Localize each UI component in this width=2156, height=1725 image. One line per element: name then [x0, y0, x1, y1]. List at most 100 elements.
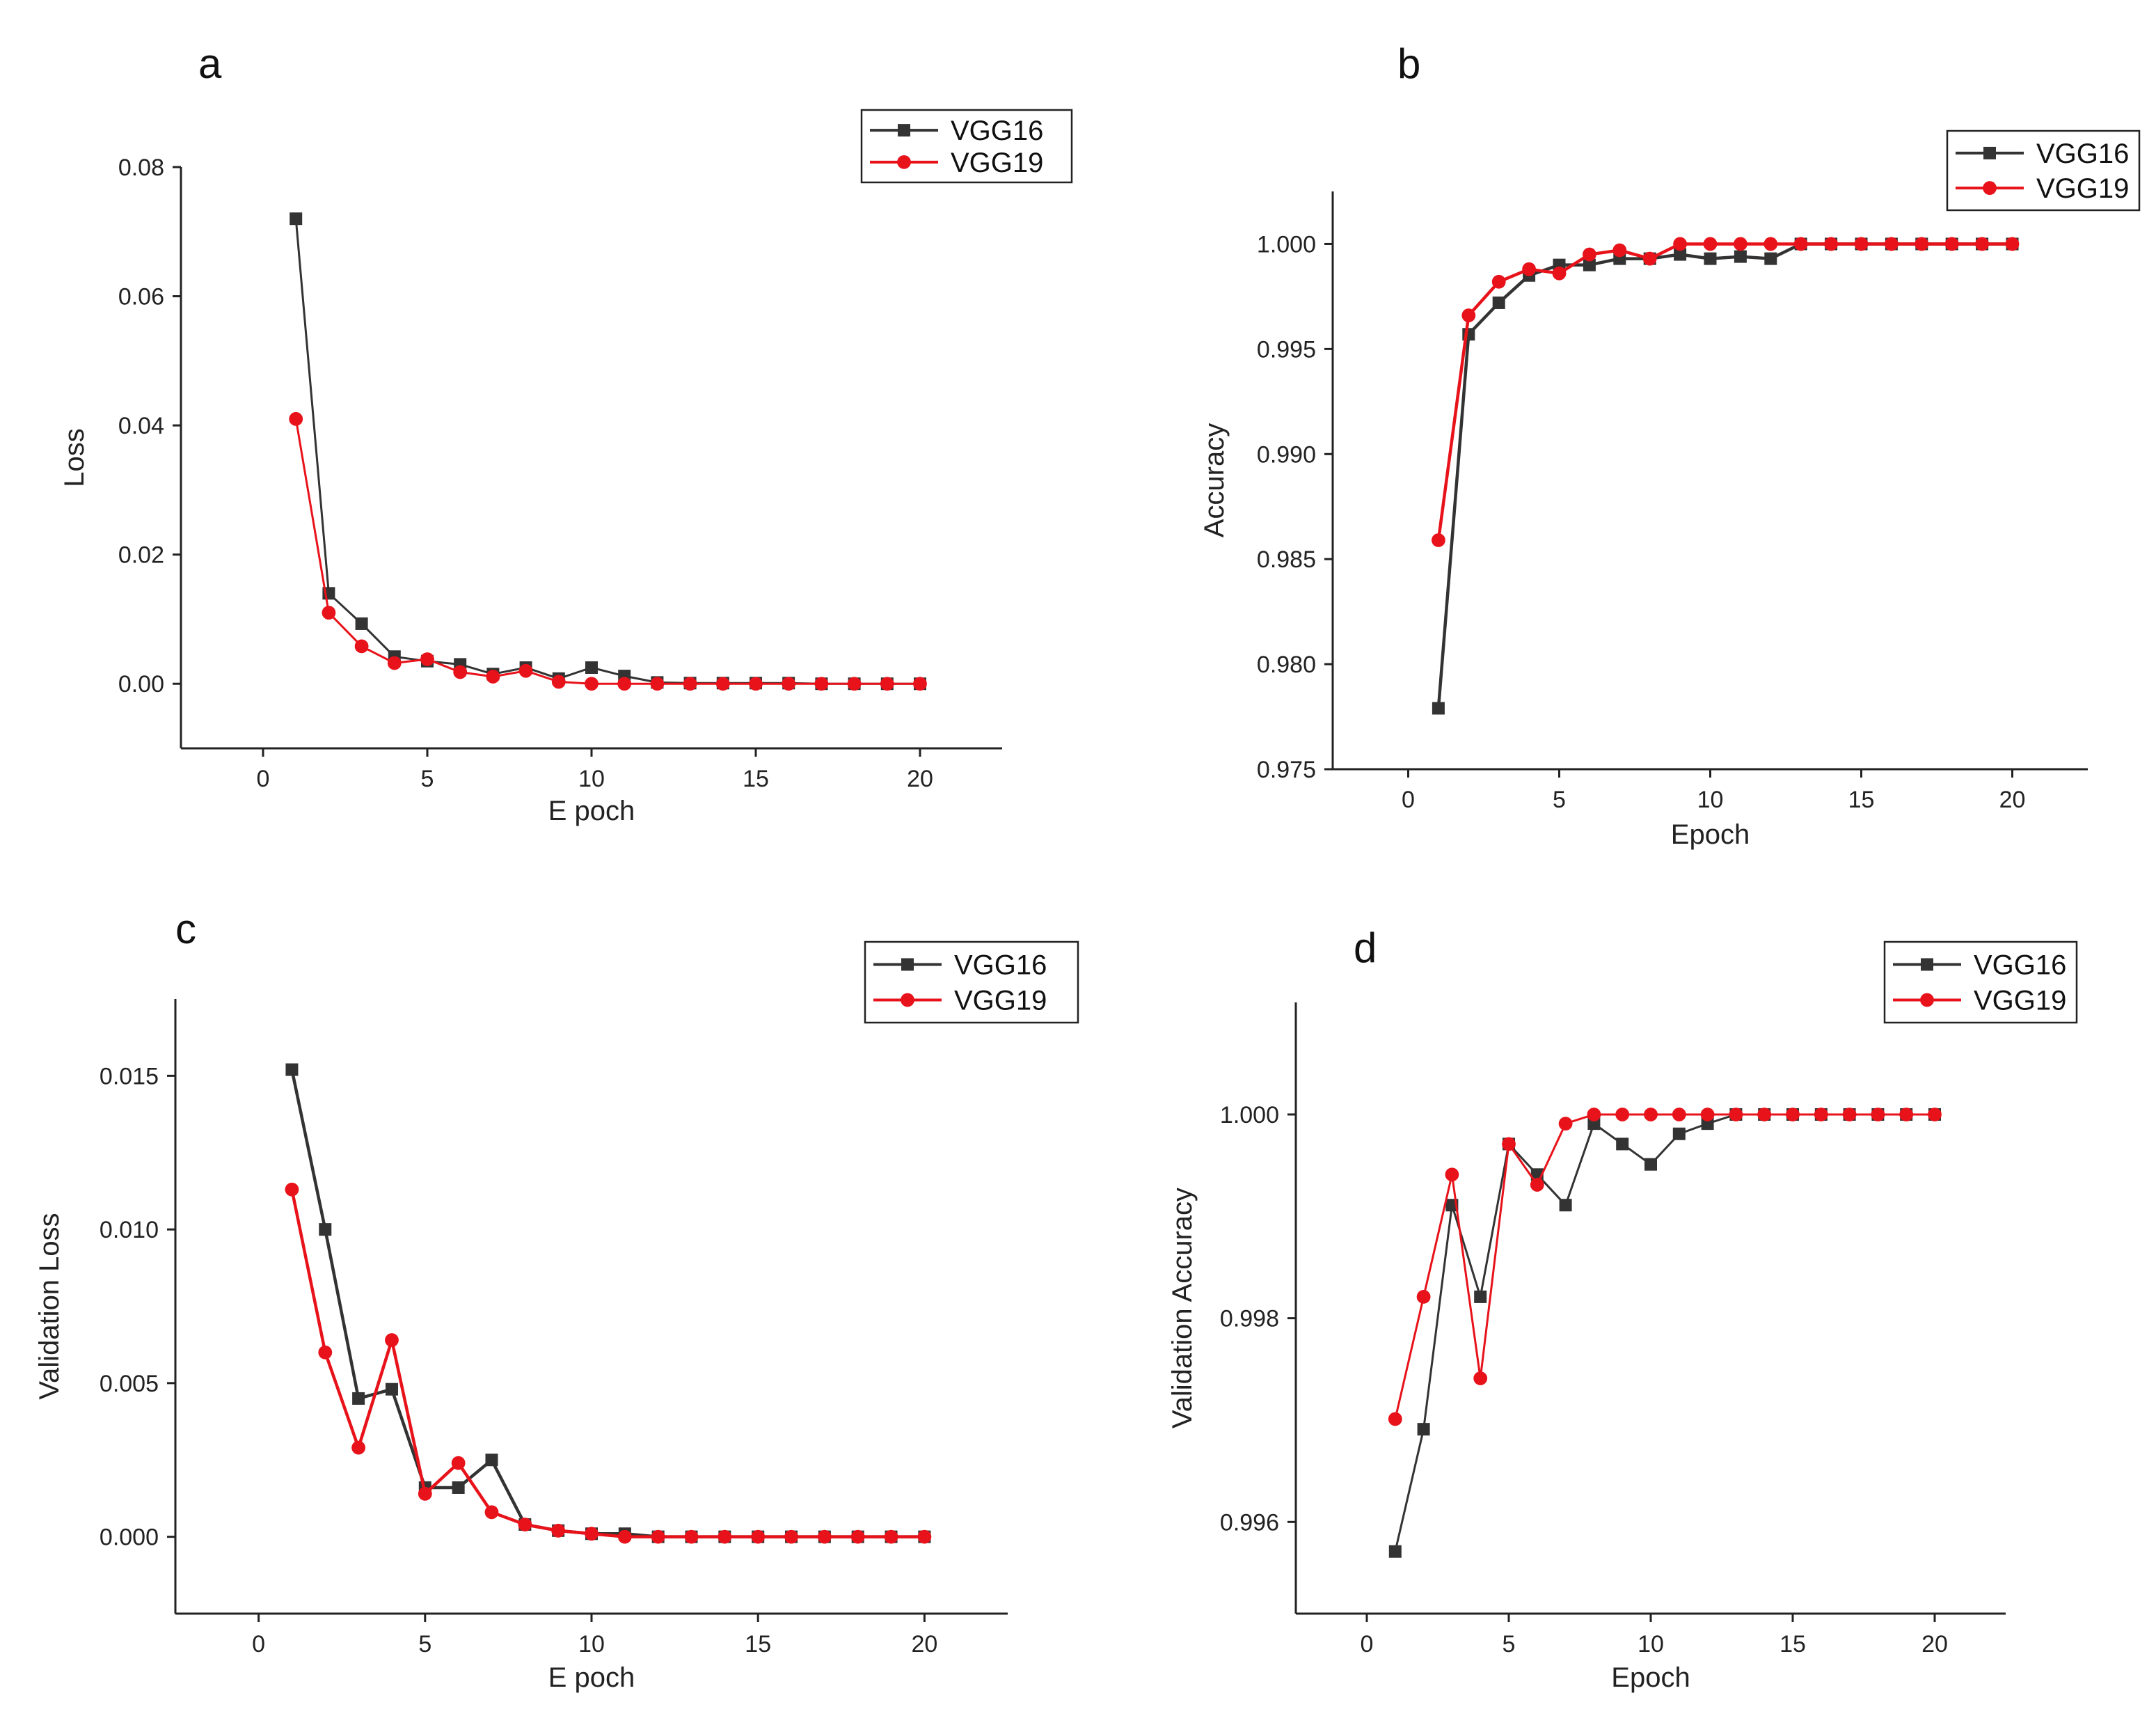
data-point	[486, 670, 500, 684]
data-point	[2005, 237, 2020, 251]
data-point	[1583, 247, 1596, 262]
data-point	[1642, 251, 1657, 266]
data-point	[1757, 1108, 1772, 1121]
data-point	[1432, 702, 1445, 715]
series-vgg16	[285, 1063, 931, 1543]
data-point	[354, 639, 369, 654]
data-point	[1587, 1108, 1601, 1121]
data-point	[1793, 237, 1808, 251]
legend-entry: VGG16	[954, 950, 1047, 980]
y-tick-label: 0.000	[100, 1525, 159, 1551]
data-point	[1885, 237, 1899, 251]
data-point	[1644, 1108, 1658, 1121]
legend-entry: VGG19	[2036, 173, 2129, 204]
data-point	[1734, 250, 1747, 263]
legend-swatch-marker	[901, 993, 914, 1007]
data-point	[817, 1529, 832, 1544]
data-point	[452, 1481, 465, 1494]
x-tick-label: 5	[421, 766, 434, 792]
data-point	[1674, 248, 1687, 261]
chart-panel-a: a 0 5 10 15 20 0.00 0.02 0.04 0.06 0.08 E poch Loss V…	[59, 40, 1073, 826]
data-point	[1814, 1108, 1828, 1121]
x-tick-label: 20	[1921, 1631, 1948, 1657]
data-point	[913, 677, 927, 691]
data-point	[1522, 262, 1537, 276]
data-point	[1473, 1371, 1488, 1385]
data-point	[617, 677, 632, 691]
data-point	[1704, 252, 1717, 265]
series-vgg16	[1388, 1108, 1941, 1558]
data-point	[749, 677, 763, 691]
data-point	[289, 411, 303, 426]
x-tick-label: 5	[1553, 787, 1566, 813]
data-point	[285, 1182, 299, 1197]
series-vgg16	[290, 212, 926, 691]
data-point	[1559, 1199, 1572, 1212]
x-axis-label: E poch	[548, 1662, 635, 1693]
y-tick-label: 0.990	[1257, 441, 1316, 468]
panel-letter-a: a	[198, 40, 222, 87]
data-point	[1432, 533, 1445, 547]
legend-box	[1946, 129, 2141, 212]
y-tick-label: 0.06	[118, 284, 164, 310]
legend-swatch-marker	[1983, 181, 1997, 195]
data-point	[485, 1454, 498, 1467]
data-point	[551, 675, 566, 689]
series-vgg16	[1432, 237, 2019, 715]
data-point	[715, 677, 730, 691]
data-point	[319, 1223, 332, 1236]
data-point	[1445, 1167, 1459, 1182]
y-tick-label: 0.010	[100, 1217, 159, 1243]
series-vgg19	[1432, 237, 2020, 547]
data-point	[1729, 1108, 1743, 1121]
data-point	[1764, 252, 1777, 265]
x-tick-label: 10	[578, 1631, 605, 1657]
data-point	[1824, 237, 1839, 251]
series-vgg19	[285, 1182, 932, 1544]
data-point	[1915, 237, 1929, 251]
data-point	[484, 1505, 499, 1520]
data-point	[418, 1486, 432, 1501]
series-line	[294, 219, 920, 685]
series-vgg19	[289, 411, 927, 691]
data-point	[285, 1063, 299, 1076]
data-point	[917, 1529, 932, 1544]
data-point	[650, 677, 665, 691]
data-point	[355, 617, 368, 630]
data-point	[1854, 237, 1869, 251]
data-point	[585, 661, 598, 675]
y-tick-label: 0.998	[1220, 1306, 1279, 1332]
data-point	[1583, 258, 1596, 271]
legend-swatch-marker	[898, 124, 910, 137]
data-point	[1763, 237, 1778, 251]
data-point	[684, 1529, 699, 1544]
data-point	[784, 1529, 798, 1544]
y-tick-label: 0.005	[100, 1371, 159, 1397]
legend-entry: VGG19	[954, 986, 1047, 1016]
x-tick-label: 15	[1848, 787, 1875, 813]
y-tick-label: 1.000	[1220, 1102, 1279, 1128]
data-point	[351, 1440, 366, 1455]
series-line	[1436, 242, 2013, 541]
y-tick-label: 0.015	[100, 1063, 159, 1089]
legend-swatch-marker	[1983, 146, 1996, 159]
data-point	[318, 1345, 333, 1360]
data-point	[718, 1529, 732, 1544]
legend-swatch-marker	[897, 155, 911, 169]
data-point	[617, 1529, 632, 1544]
x-tick-label: 15	[743, 766, 769, 792]
data-point	[585, 1527, 599, 1541]
y-tick-label: 0.995	[1257, 336, 1316, 363]
data-point	[651, 1529, 665, 1544]
data-point	[387, 656, 402, 670]
legend-swatch-marker	[1920, 993, 1934, 1007]
data-point	[1492, 296, 1505, 309]
y-tick-label: 1.000	[1257, 231, 1316, 258]
x-tick-label: 10	[578, 766, 605, 792]
data-point	[451, 1456, 466, 1470]
y-tick-label: 0.980	[1257, 652, 1316, 678]
data-point	[1474, 1290, 1487, 1303]
